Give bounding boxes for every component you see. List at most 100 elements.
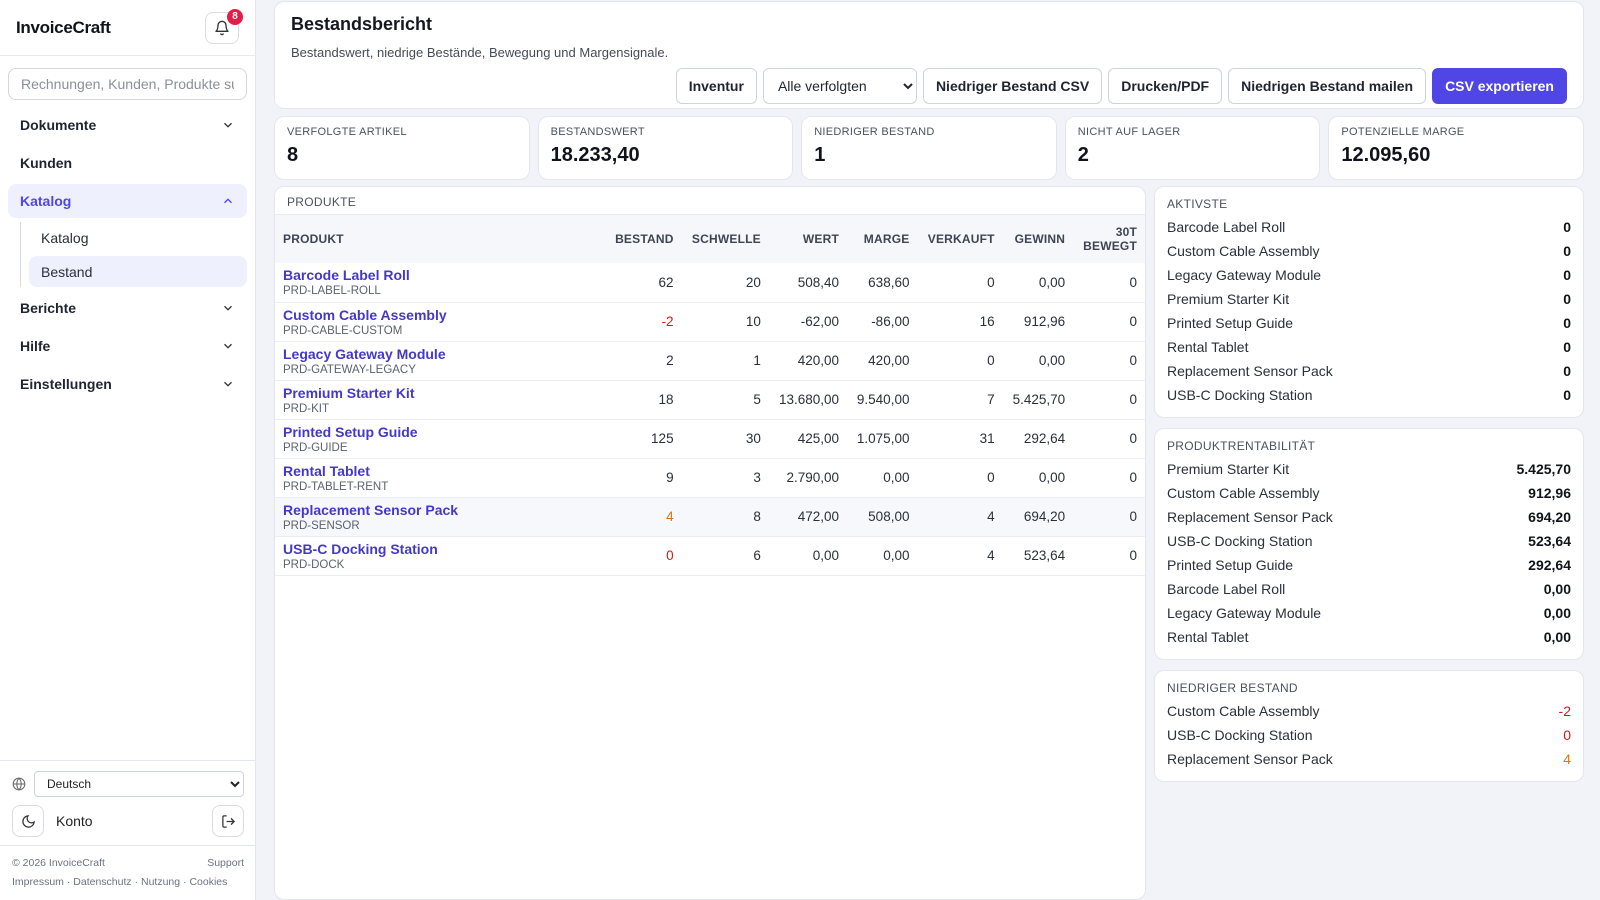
- col-marge[interactable]: Marge: [847, 215, 918, 263]
- theme-toggle-button[interactable]: [12, 805, 44, 837]
- sold-cell: 16: [917, 302, 1003, 342]
- table-row[interactable]: Printed Setup Guide PRD-GUIDE 125 30 425,00 1…: [275, 419, 1145, 459]
- product-name-link[interactable]: USB-C Docking Station: [283, 540, 438, 557]
- product-name-link[interactable]: Barcode Label Roll: [283, 267, 410, 284]
- col-30t-bewegt[interactable]: 30T Bewegt: [1073, 215, 1145, 263]
- product-sku: PRD-SENSOR: [283, 519, 360, 532]
- list-item-value: -2: [1558, 703, 1571, 719]
- product-cell: Barcode Label Roll PRD-LABEL-ROLL: [275, 263, 605, 303]
- profit-cell: 0,00: [1002, 341, 1074, 381]
- nav-item-dokumente[interactable]: Dokumente: [8, 108, 247, 142]
- global-search[interactable]: [8, 68, 247, 100]
- list-item[interactable]: Replacement Sensor Pack 4: [1167, 747, 1571, 771]
- col-schwelle[interactable]: Schwelle: [681, 215, 769, 263]
- nav-item-katalog[interactable]: Katalog: [8, 184, 247, 218]
- nutzung-link[interactable]: Nutzung: [141, 876, 181, 888]
- product-name-link[interactable]: Printed Setup Guide: [283, 423, 418, 440]
- product-name-link[interactable]: Legacy Gateway Module: [283, 345, 446, 362]
- list-item[interactable]: Printed Setup Guide 0: [1167, 311, 1571, 335]
- product-name-link[interactable]: Replacement Sensor Pack: [283, 501, 459, 518]
- list-item[interactable]: Custom Cable Assembly 912,96: [1167, 481, 1571, 505]
- col-wert[interactable]: Wert: [768, 215, 848, 263]
- list-item[interactable]: Printed Setup Guide 292,64: [1167, 553, 1571, 577]
- low-stock-csv-button[interactable]: Niedriger Bestand CSV: [922, 68, 1103, 104]
- inventur-button[interactable]: Inventur: [675, 68, 757, 104]
- nav-label: Einstellungen: [20, 376, 112, 392]
- language-select[interactable]: Deutsch: [34, 771, 244, 797]
- threshold-cell: 6: [681, 536, 769, 576]
- product-sku: PRD-DOCK: [283, 558, 345, 571]
- list-item-value: 0: [1563, 291, 1571, 307]
- table-row[interactable]: Legacy Gateway Module PRD-GATEWAY-LEGACY 2…: [275, 341, 1145, 381]
- product-name-link[interactable]: Custom Cable Assembly: [283, 306, 447, 323]
- col-produkt[interactable]: Produkt: [275, 215, 605, 263]
- table-row[interactable]: Replacement Sensor Pack PRD-SENSOR 4 8 472,0…: [275, 497, 1145, 537]
- datenschutz-link[interactable]: Datenschutz: [73, 876, 132, 888]
- cookies-link[interactable]: Cookies: [189, 876, 228, 888]
- profit-cell: 523,64: [1002, 536, 1074, 576]
- mail-low-stock-button[interactable]: Niedrigen Bestand mailen: [1228, 68, 1427, 104]
- moved-cell: 0: [1073, 458, 1145, 498]
- list-item[interactable]: Custom Cable Assembly -2: [1167, 699, 1571, 723]
- list-item[interactable]: Rental Tablet 0: [1167, 335, 1571, 359]
- nav-item-berichte[interactable]: Berichte: [8, 291, 247, 325]
- list-item[interactable]: Barcode Label Roll 0,00: [1167, 577, 1571, 601]
- list-item[interactable]: Legacy Gateway Module 0,00: [1167, 601, 1571, 625]
- list-item[interactable]: USB-C Docking Station 0: [1167, 723, 1571, 747]
- chevron-down-icon: [224, 343, 232, 349]
- list-item[interactable]: Rental Tablet 0,00: [1167, 625, 1571, 649]
- app-logo[interactable]: InvoiceCraft: [16, 17, 111, 37]
- impressum-link[interactable]: Impressum: [12, 876, 64, 888]
- table-row[interactable]: Rental Tablet PRD-TABLET-RENT 9 3 2.790,00 0,…: [275, 458, 1145, 498]
- list-item-name: Premium Starter Kit: [1167, 291, 1290, 307]
- list-item-name: Premium Starter Kit: [1167, 461, 1290, 477]
- col-gewinn[interactable]: Gewinn: [1002, 215, 1074, 263]
- col-bestand[interactable]: Bestand: [605, 215, 682, 263]
- subnav-item-katalog[interactable]: Katalog: [41, 229, 89, 246]
- notifications-button[interactable]: 8: [205, 8, 243, 44]
- search-input[interactable]: [21, 76, 234, 92]
- list-item[interactable]: Barcode Label Roll 0: [1167, 215, 1571, 239]
- table-row[interactable]: Barcode Label Roll PRD-LABEL-ROLL 62 20 508,…: [275, 263, 1145, 303]
- product-name-link[interactable]: Rental Tablet: [283, 462, 370, 479]
- list-item[interactable]: Custom Cable Assembly 0: [1167, 239, 1571, 263]
- list-item[interactable]: USB-C Docking Station 0: [1167, 383, 1571, 407]
- list-item[interactable]: Legacy Gateway Module 0: [1167, 263, 1571, 287]
- value-cell: -62,00: [768, 302, 848, 342]
- list-item[interactable]: Replacement Sensor Pack 0: [1167, 359, 1571, 383]
- subnav-item-bestand[interactable]: Bestand: [29, 256, 247, 287]
- moved-cell: 0: [1073, 497, 1145, 537]
- threshold-cell: 1: [681, 341, 769, 381]
- nav-item-hilfe[interactable]: Hilfe: [8, 329, 247, 363]
- table-row[interactable]: Premium Starter Kit PRD-KIT 18 5 13.680,00 9.…: [275, 380, 1145, 420]
- logout-button[interactable]: [212, 805, 244, 837]
- sold-cell: 4: [917, 536, 1003, 576]
- list-item[interactable]: Premium Starter Kit 5.425,70: [1167, 457, 1571, 481]
- list-item[interactable]: USB-C Docking Station 523,64: [1167, 529, 1571, 553]
- print-pdf-button[interactable]: Drucken/PDF: [1108, 68, 1223, 104]
- most-active-card: Aktivste Barcode Label Roll 0 Custom Cable…: [1154, 186, 1584, 418]
- table-row[interactable]: USB-C Docking Station PRD-DOCK 0 6 0,00 0,00 4…: [275, 536, 1145, 576]
- list-item[interactable]: Premium Starter Kit 0: [1167, 287, 1571, 311]
- list-item-name: Barcode Label Roll: [1167, 219, 1286, 235]
- tracking-filter-select[interactable]: Alle verfolgten: [762, 68, 917, 104]
- margin-cell: 9.540,00: [847, 380, 918, 420]
- product-cell: Replacement Sensor Pack PRD-SENSOR: [275, 497, 605, 537]
- kpi-value: 2: [1077, 144, 1089, 166]
- table-row[interactable]: Custom Cable Assembly PRD-CABLE-CUSTOM -2 1…: [275, 302, 1145, 342]
- products-heading: Produkte: [275, 187, 1145, 215]
- stock-cell: 18: [605, 380, 682, 420]
- col-verkauft[interactable]: Verkauft: [917, 215, 1003, 263]
- list-item[interactable]: Replacement Sensor Pack 694,20: [1167, 505, 1571, 529]
- product-name-link[interactable]: Premium Starter Kit: [283, 384, 415, 401]
- export-csv-button[interactable]: CSV exportieren: [1432, 68, 1567, 104]
- list-item-value: 292,64: [1528, 557, 1571, 573]
- nav-item-kunden[interactable]: Kunden: [8, 146, 247, 180]
- legal-footer: © 2026 InvoiceCraft Support Impressum · …: [0, 845, 256, 900]
- support-link[interactable]: Support: [207, 857, 244, 869]
- kpi-card: Nicht auf Lager 2: [1064, 116, 1321, 180]
- nav-item-einstellungen[interactable]: Einstellungen: [8, 367, 247, 401]
- nav-label: Kunden: [20, 155, 73, 171]
- account-link[interactable]: Konto: [56, 813, 93, 829]
- kpi-row: Verfolgte Artikel 8 Bestandswert 18.233,…: [274, 116, 1584, 180]
